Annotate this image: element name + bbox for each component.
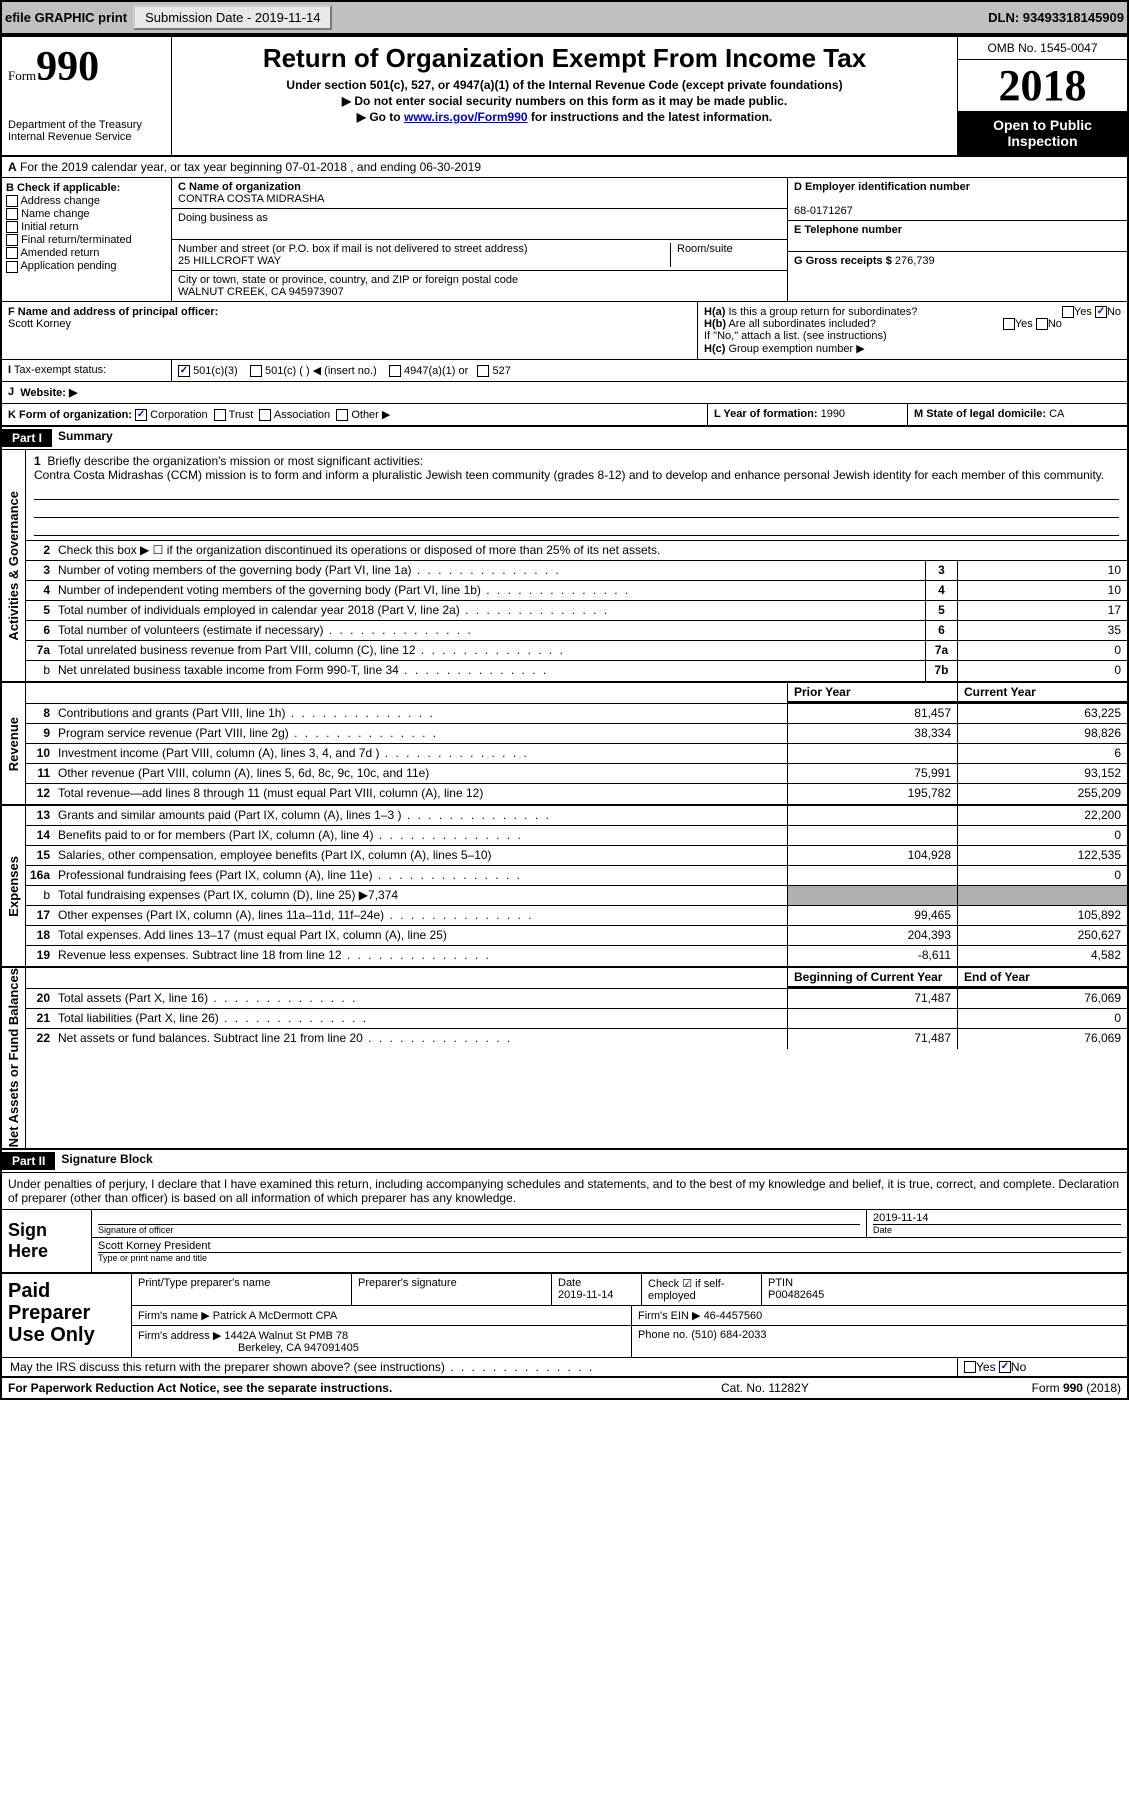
form-subtitle: Under section 501(c), 527, or 4947(a)(1)… (178, 78, 951, 92)
dept-label: Department of the Treasury (8, 119, 165, 131)
section-f: F Name and address of principal officer:… (2, 302, 697, 359)
part-i-header: Part I (2, 429, 52, 447)
note-ssn: Do not enter social security numbers on … (354, 94, 787, 108)
paid-preparer-label: Paid Preparer Use Only (2, 1274, 132, 1357)
dln-label: DLN: 93493318145909 (988, 10, 1124, 25)
irs-label: Internal Revenue Service (8, 131, 165, 143)
form-number: Form990 (8, 43, 165, 91)
section-l: L Year of formation: 1990 (707, 404, 907, 425)
section-deg: D Employer identification number68-01712… (787, 178, 1127, 301)
vtab-revenue: Revenue (2, 683, 26, 804)
irs-link[interactable]: www.irs.gov/Form990 (404, 110, 528, 124)
mission-block: 1 Briefly describe the organization's mi… (26, 450, 1127, 541)
efile-label: efile GRAPHIC print (5, 10, 127, 25)
omb-number: OMB No. 1545-0047 (958, 37, 1127, 60)
sign-here-label: Sign Here (2, 1210, 92, 1272)
section-c: C Name of organizationCONTRA COSTA MIDRA… (172, 178, 787, 301)
vtab-expenses: Expenses (2, 806, 26, 966)
section-k: K Form of organization: Corporation Trus… (2, 404, 707, 425)
submission-date-button[interactable]: Submission Date - 2019-11-14 (133, 5, 332, 30)
section-m: M State of legal domicile: CA (907, 404, 1127, 425)
form-title: Return of Organization Exempt From Incom… (178, 43, 951, 74)
section-i-label: I Tax-exempt status: (2, 360, 172, 381)
tax-year: 2018 (958, 60, 1127, 111)
section-b: B Check if applicable: Address change Na… (2, 178, 172, 301)
open-public: Open to Public Inspection (958, 111, 1127, 155)
signature-declaration: Under penalties of perjury, I declare th… (2, 1173, 1127, 1210)
top-toolbar: efile GRAPHIC print Submission Date - 20… (0, 0, 1129, 35)
section-i-values: 501(c)(3) 501(c) ( ) ◀ (insert no.) 4947… (172, 360, 1127, 381)
vtab-netassets: Net Assets or Fund Balances (2, 968, 26, 1147)
vtab-activities: Activities & Governance (2, 450, 26, 681)
form-body: Form990 Department of the Treasury Inter… (0, 35, 1129, 1400)
row-a-period: A For the 2019 calendar year, or tax yea… (2, 157, 1127, 178)
part-ii-header: Part II (2, 1152, 55, 1170)
section-h: H(a) Is this a group return for subordin… (697, 302, 1127, 359)
footer: For Paperwork Reduction Act Notice, see … (2, 1378, 1127, 1398)
section-j: J Website: ▶ (2, 382, 1127, 404)
